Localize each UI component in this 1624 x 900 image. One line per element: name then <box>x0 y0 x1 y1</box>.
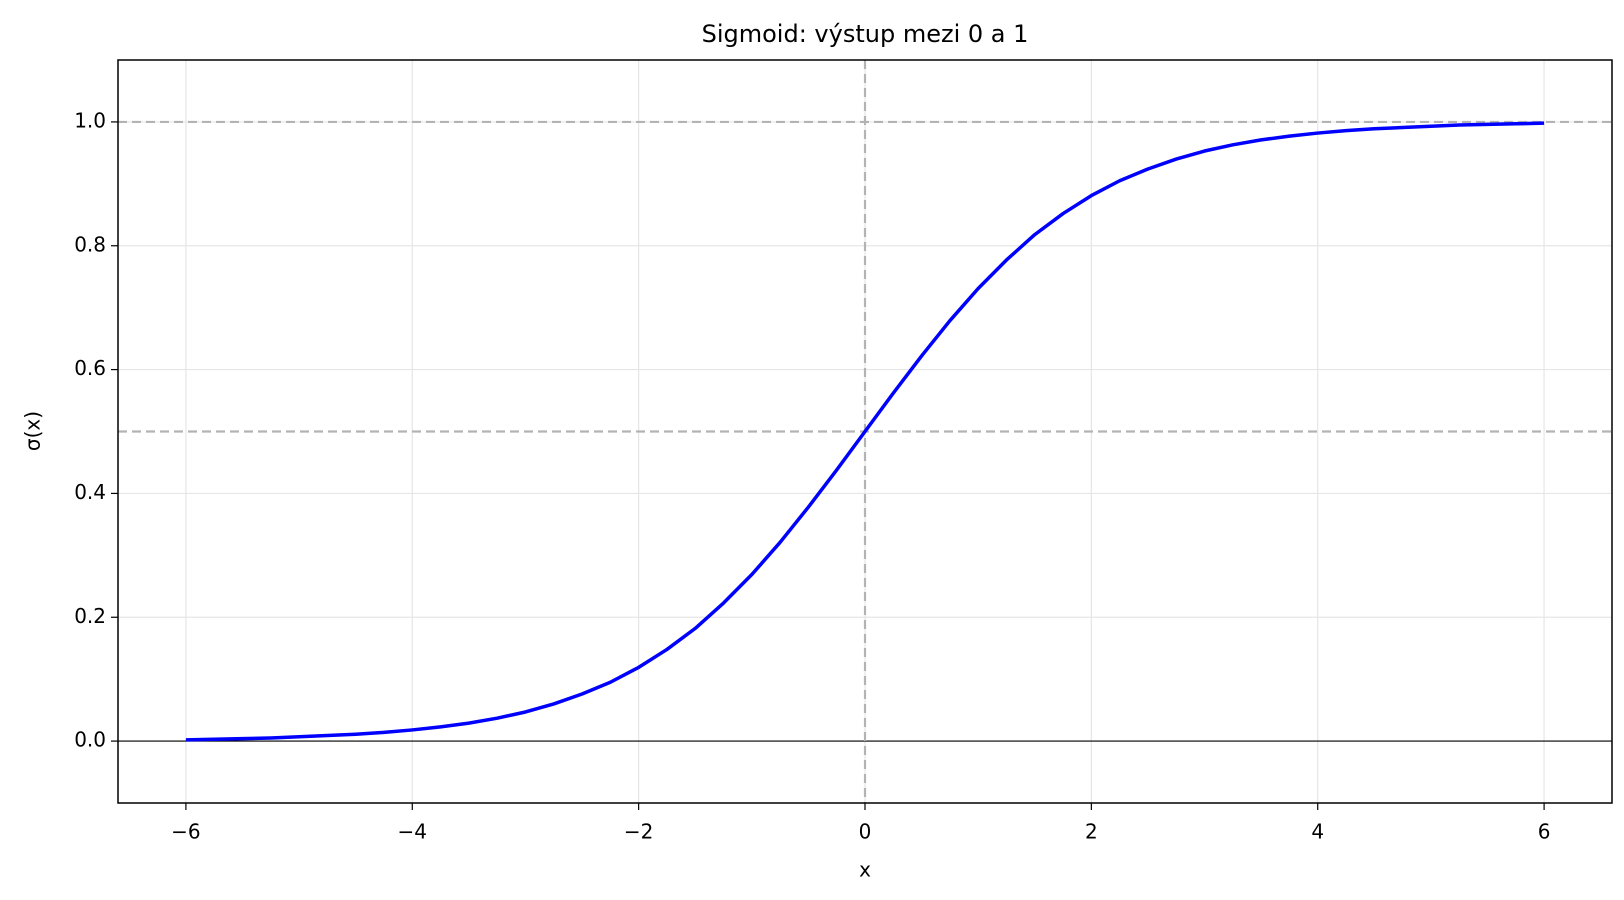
x-tick-label: −4 <box>398 820 427 844</box>
x-tick-label: −6 <box>171 820 200 844</box>
x-tick-label: 4 <box>1311 820 1324 844</box>
x-tick-label: 0 <box>859 820 872 844</box>
x-tick-label: −2 <box>624 820 653 844</box>
chart-title: Sigmoid: výstup mezi 0 a 1 <box>702 20 1029 48</box>
plot-frame <box>117 59 1613 804</box>
y-tick-label: 0.4 <box>74 480 106 504</box>
y-tick-label: 1.0 <box>74 108 106 132</box>
y-tick-label: 0.6 <box>74 356 106 380</box>
y-tick-label: 0.8 <box>74 232 106 256</box>
y-tick-label: 0.0 <box>74 728 106 752</box>
x-tick-label: 2 <box>1085 820 1098 844</box>
line-series <box>185 121 1545 742</box>
y-tick-label: 0.2 <box>74 604 106 628</box>
y-axis-label: σ(x) <box>21 411 45 451</box>
x-axis-label: x <box>859 858 871 882</box>
x-tick-label: 6 <box>1538 820 1551 844</box>
